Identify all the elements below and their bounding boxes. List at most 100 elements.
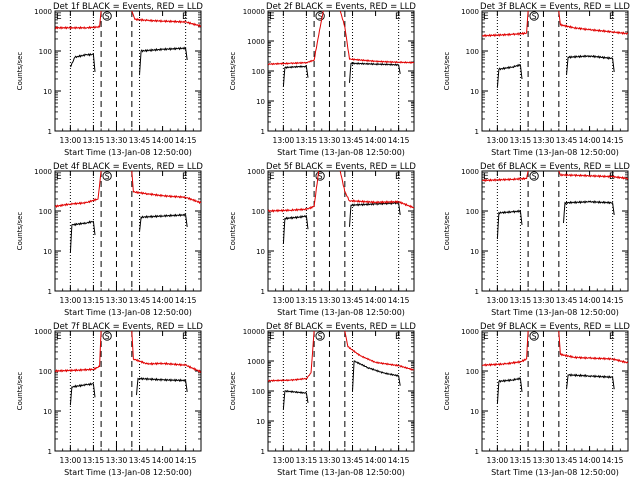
x-tick-label: 13:00 xyxy=(60,456,82,465)
marker-s-circle xyxy=(529,11,539,21)
y-tick-label: 100 xyxy=(39,48,52,56)
x-tick-label: 14:15 xyxy=(602,136,624,145)
x-axis-label: Start Time (13-Jan-08 12:50:00) xyxy=(64,308,192,317)
marker-e-start: E xyxy=(269,332,275,342)
detector-panel-4: Det 4f BLACK = Events, RED = LLD Counts/s… xyxy=(16,162,203,317)
events-series-line xyxy=(496,63,523,88)
x-tick-label: 14:00 xyxy=(579,136,601,145)
marker-e-end: E xyxy=(609,332,615,342)
marker-s-circle xyxy=(315,171,325,181)
plot-frame xyxy=(54,170,202,292)
lld-series-line xyxy=(131,171,201,205)
marker-s: S xyxy=(318,12,323,21)
y-tick-label: 1 xyxy=(48,128,52,136)
marker-e-start: E xyxy=(483,12,489,22)
events-series-line xyxy=(70,52,96,72)
x-axis-label: Start Time (13-Jan-08 12:50:00) xyxy=(64,148,192,157)
x-tick-label: 14:00 xyxy=(579,456,601,465)
y-tick-label: 100 xyxy=(466,208,479,216)
x-axis-label: Start Time (13-Jan-08 12:50:00) xyxy=(491,148,619,157)
y-tick-label: 100 xyxy=(39,368,52,376)
events-series-line xyxy=(69,382,96,406)
x-tick-label: 13:30 xyxy=(319,456,341,465)
events-series-line xyxy=(352,360,401,392)
y-axis-label: Counts/sec xyxy=(443,372,451,411)
x-tick-label: 14:15 xyxy=(388,136,410,145)
lld-series-line xyxy=(558,171,628,180)
marker-s-circle xyxy=(102,11,112,21)
lld-series-line xyxy=(131,11,201,28)
y-tick-label: 1000 xyxy=(461,168,479,176)
panel-title: Det 9f BLACK = Events, RED = LLD xyxy=(480,322,630,332)
x-tick-label: 13:00 xyxy=(273,456,295,465)
y-tick-label: 100 xyxy=(39,208,52,216)
y-axis-label: Counts/sec xyxy=(229,52,237,91)
y-tick-label: 10 xyxy=(470,248,479,256)
x-tick-label: 13:45 xyxy=(129,136,151,145)
y-tick-label: 1 xyxy=(261,448,265,456)
x-axis-label: Start Time (13-Jan-08 12:50:00) xyxy=(277,468,405,477)
detector-panel-1: Det 1f BLACK = Events, RED = LLD Counts/s… xyxy=(16,2,203,157)
events-series-line xyxy=(69,220,96,253)
y-tick-label: 1000 xyxy=(34,8,52,16)
x-tick-label: 13:00 xyxy=(273,296,295,305)
lld-series-line xyxy=(482,11,529,38)
marker-e-start: E xyxy=(483,172,489,182)
y-axis-label: Counts/sec xyxy=(443,52,451,91)
marker-e-end: E xyxy=(395,172,401,182)
plot-frame xyxy=(54,330,202,452)
panel-title: Det 4f BLACK = Events, RED = LLD xyxy=(53,162,203,172)
events-series-line xyxy=(282,65,309,87)
marker-s: S xyxy=(105,172,110,181)
x-tick-label: 13:30 xyxy=(533,136,555,145)
y-tick-label: 10 xyxy=(43,408,52,416)
marker-e-end: E xyxy=(182,12,188,22)
plot-frame xyxy=(267,10,415,132)
x-tick-label: 13:30 xyxy=(106,136,128,145)
y-tick-label: 1000 xyxy=(247,168,265,176)
x-tick-label: 13:15 xyxy=(296,456,318,465)
x-tick-label: 14:15 xyxy=(388,296,410,305)
x-tick-label: 13:15 xyxy=(296,136,318,145)
detector-panel-6: Det 6f BLACK = Events, RED = LLD Counts/s… xyxy=(443,162,630,317)
x-tick-label: 13:45 xyxy=(342,296,364,305)
marker-s-circle xyxy=(102,331,112,341)
lld-series-line xyxy=(55,171,102,209)
events-series-line xyxy=(566,54,615,76)
y-axis-label: Counts/sec xyxy=(16,52,24,91)
x-tick-label: 13:45 xyxy=(342,136,364,145)
events-series-line xyxy=(566,373,615,390)
x-tick-label: 13:30 xyxy=(106,456,128,465)
y-tick-label: 10000 xyxy=(243,328,265,336)
x-tick-label: 14:00 xyxy=(152,296,174,305)
panel-title: Det 6f BLACK = Events, RED = LLD xyxy=(480,162,630,172)
y-tick-label: 10 xyxy=(256,98,265,106)
plot-frame xyxy=(481,170,629,292)
marker-s: S xyxy=(318,332,323,341)
lld-series-line xyxy=(55,11,102,30)
x-axis-label: Start Time (13-Jan-08 12:50:00) xyxy=(277,148,405,157)
y-tick-label: 1000 xyxy=(247,358,265,366)
y-tick-label: 1 xyxy=(475,448,479,456)
marker-s-circle xyxy=(102,171,112,181)
panel-title: Det 7f BLACK = Events, RED = LLD xyxy=(53,322,203,332)
marker-e-start: E xyxy=(269,12,275,22)
marker-e-start: E xyxy=(56,172,62,182)
lld-series-line xyxy=(558,11,628,36)
y-tick-label: 1000 xyxy=(461,8,479,16)
x-tick-label: 13:15 xyxy=(83,456,105,465)
lld-series-line xyxy=(339,11,414,64)
marker-e-end: E xyxy=(182,172,188,182)
plot-frame xyxy=(481,10,629,132)
lld-series-line xyxy=(482,171,529,183)
plot-frame xyxy=(267,330,415,452)
y-tick-label: 10 xyxy=(470,408,479,416)
y-tick-label: 100 xyxy=(252,388,265,396)
lld-series-line xyxy=(55,331,102,373)
events-series-line xyxy=(496,377,523,405)
y-axis-label: Counts/sec xyxy=(229,212,237,251)
x-tick-label: 13:00 xyxy=(60,136,82,145)
y-tick-label: 10 xyxy=(43,88,52,96)
y-tick-label: 100 xyxy=(466,368,479,376)
events-series-line xyxy=(139,46,188,76)
